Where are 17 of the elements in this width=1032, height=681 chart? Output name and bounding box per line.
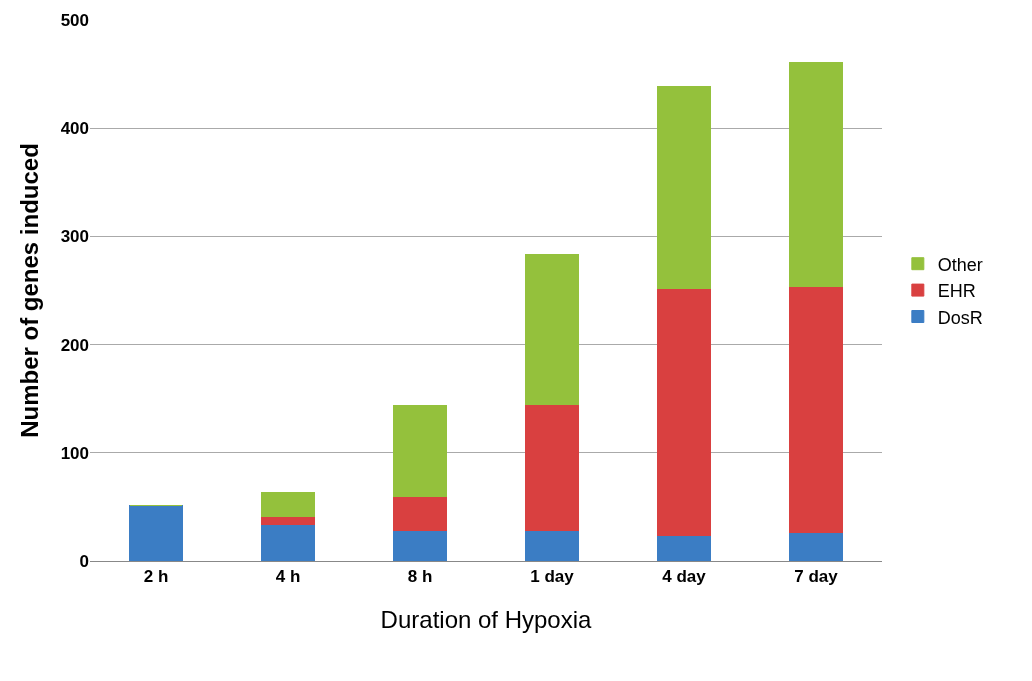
x-tick-label: 4 h [275,567,301,587]
y-tick-label: 300 [60,227,89,247]
x-tick-label: 2 h [143,567,169,587]
x-tick-label: 8 h [407,567,433,587]
y-tick-label: 100 [60,443,89,463]
x-tick-label: 4 day [662,567,707,587]
x-tick-label: 1 day [530,567,575,587]
x-tick-label: 7 day [794,567,839,587]
y-tick-label: 200 [60,335,89,355]
y-tick-label: 500 [60,10,89,30]
legend-label: Other [937,254,983,275]
legend-label: DosR [937,307,983,328]
y-axis-title: Number of genes induced [15,143,43,438]
y-tick-label: 400 [60,119,89,139]
legend-label: EHR [937,281,976,302]
y-tick-label: 0 [79,551,89,571]
x-axis-title: Duration of Hypoxia [380,605,593,633]
